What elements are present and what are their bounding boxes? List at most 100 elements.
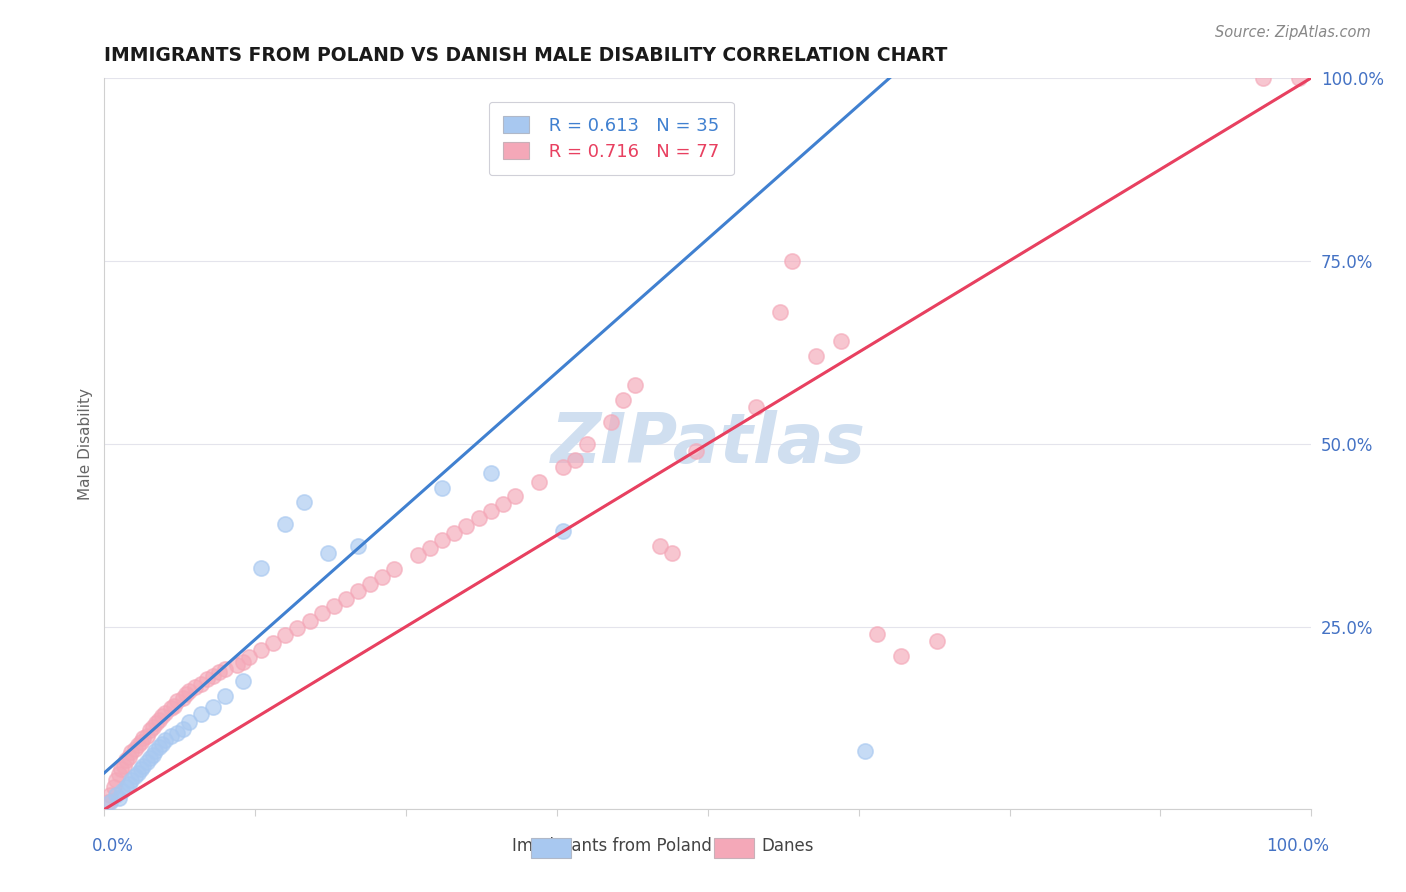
Point bbox=[142, 721, 165, 735]
Point bbox=[250, 643, 273, 657]
Point bbox=[208, 665, 231, 679]
Point bbox=[100, 795, 122, 809]
Point bbox=[166, 725, 188, 739]
Point bbox=[745, 400, 768, 414]
Point bbox=[382, 562, 405, 576]
Point bbox=[129, 762, 152, 776]
Point bbox=[132, 731, 155, 745]
Point bbox=[576, 436, 599, 450]
Point bbox=[1251, 70, 1274, 85]
Point bbox=[124, 769, 146, 783]
Point bbox=[624, 378, 647, 392]
Point bbox=[551, 460, 574, 475]
Point bbox=[124, 742, 146, 756]
Text: Immigrants from Poland: Immigrants from Poland bbox=[512, 837, 711, 855]
Point bbox=[232, 674, 254, 689]
Point bbox=[226, 657, 249, 672]
Point bbox=[214, 662, 236, 676]
Point bbox=[115, 753, 138, 767]
Point bbox=[287, 621, 309, 635]
Point bbox=[467, 511, 489, 525]
Point bbox=[262, 635, 284, 649]
Point bbox=[111, 784, 134, 798]
Point bbox=[346, 584, 368, 599]
Point bbox=[103, 780, 125, 795]
Text: Source: ZipAtlas.com: Source: ZipAtlas.com bbox=[1215, 25, 1371, 40]
Point bbox=[105, 773, 128, 788]
Point bbox=[127, 765, 149, 780]
Point bbox=[112, 758, 135, 772]
Point bbox=[419, 541, 441, 555]
Point bbox=[120, 773, 142, 788]
Point bbox=[166, 694, 188, 708]
Point bbox=[143, 744, 166, 758]
Legend:  R = 0.613   N = 35,  R = 0.716   N = 77: R = 0.613 N = 35, R = 0.716 N = 77 bbox=[489, 102, 734, 175]
Point bbox=[190, 707, 212, 722]
Point bbox=[359, 577, 381, 591]
Point bbox=[371, 570, 394, 584]
Point bbox=[527, 475, 550, 489]
Point bbox=[108, 767, 131, 781]
Point bbox=[250, 561, 273, 575]
Point bbox=[110, 762, 132, 776]
Point bbox=[492, 497, 515, 511]
Point bbox=[190, 676, 212, 690]
Point bbox=[648, 539, 671, 553]
Point bbox=[201, 669, 224, 683]
Point bbox=[127, 738, 149, 752]
Point bbox=[479, 504, 502, 518]
Point bbox=[176, 687, 198, 701]
Point bbox=[890, 648, 912, 663]
Point bbox=[238, 650, 260, 665]
Point bbox=[153, 706, 176, 720]
Point bbox=[145, 716, 167, 731]
Point bbox=[769, 305, 792, 319]
Point bbox=[159, 701, 181, 715]
Point bbox=[177, 714, 200, 729]
Y-axis label: Male Disability: Male Disability bbox=[79, 388, 93, 500]
Point bbox=[503, 489, 526, 503]
Point bbox=[115, 780, 138, 795]
Point bbox=[406, 548, 429, 562]
Point bbox=[346, 539, 368, 553]
Text: 0.0%: 0.0% bbox=[91, 837, 134, 855]
Point bbox=[105, 788, 128, 802]
Point bbox=[551, 524, 574, 539]
Point bbox=[172, 722, 194, 736]
Point bbox=[564, 452, 586, 467]
Point bbox=[201, 700, 224, 714]
Point bbox=[132, 758, 155, 772]
Point bbox=[159, 729, 181, 743]
Point bbox=[274, 628, 297, 642]
Point bbox=[163, 698, 186, 713]
Point bbox=[148, 740, 170, 755]
Point bbox=[172, 691, 194, 706]
Point bbox=[1288, 70, 1310, 85]
Point bbox=[177, 684, 200, 698]
Point bbox=[443, 525, 465, 540]
Point bbox=[214, 689, 236, 703]
Point bbox=[612, 392, 634, 407]
Point bbox=[108, 791, 131, 805]
Point bbox=[117, 777, 139, 791]
Point bbox=[135, 755, 157, 769]
Point bbox=[135, 729, 157, 743]
Point bbox=[311, 607, 333, 621]
Point bbox=[150, 737, 173, 751]
Text: 100.0%: 100.0% bbox=[1265, 837, 1329, 855]
Point bbox=[685, 444, 707, 458]
Point bbox=[600, 415, 623, 429]
Point bbox=[853, 744, 876, 758]
Point bbox=[153, 732, 176, 747]
Point bbox=[830, 334, 852, 349]
Point bbox=[782, 253, 804, 268]
Point bbox=[148, 713, 170, 727]
Point bbox=[150, 708, 173, 723]
Point bbox=[298, 614, 321, 628]
Point bbox=[100, 788, 122, 802]
Point bbox=[129, 735, 152, 749]
Point bbox=[335, 591, 357, 606]
Point bbox=[139, 751, 162, 765]
Point bbox=[322, 599, 344, 613]
Text: Danes: Danes bbox=[761, 837, 814, 855]
